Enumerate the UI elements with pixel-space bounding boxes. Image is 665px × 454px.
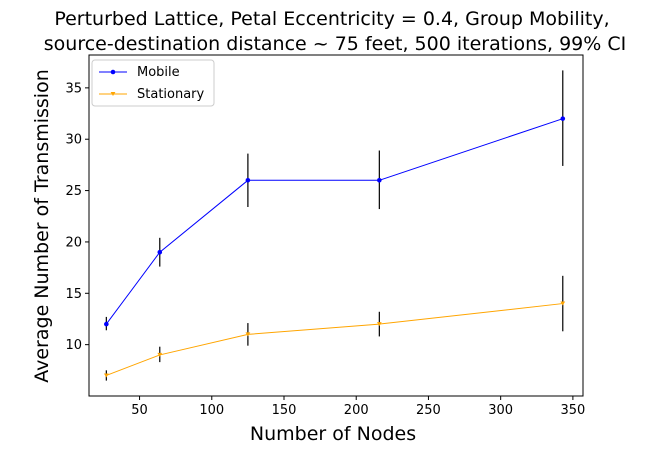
plot-area [103,70,566,381]
chart-title-line-2: source-destination distance ~ 75 feet, 5… [44,33,626,55]
y-axis: 10 15 20 25 30 35 [65,81,89,353]
data-point-stationary [157,352,163,357]
chart-title-line-1: Perturbed Lattice, Petal Eccentricity = … [54,8,609,30]
x-tick-label: 350 [560,403,585,418]
x-tick-label: 200 [344,403,369,418]
series-line-stationary [106,303,563,376]
data-point-mobile [104,321,109,327]
x-tick-label: 50 [131,403,148,418]
data-point-stationary [103,373,109,378]
x-tick-label: 250 [416,403,441,418]
legend-mobile-label: Mobile [137,65,180,80]
data-point-stationary [376,322,382,327]
data-point-mobile [377,178,382,183]
y-axis-label: Average Number of Transmission [31,69,53,383]
data-point-mobile [157,249,163,255]
data-point-mobile [245,178,251,183]
y-tick-label: 15 [65,287,82,302]
y-tick-label: 30 [65,133,82,148]
legend-mobile-marker [110,69,116,75]
y-tick-label: 35 [65,81,82,96]
data-point-stationary [560,301,566,306]
y-tick-label: 10 [65,338,82,353]
y-tick-label: 25 [65,184,82,199]
x-tick-label: 300 [488,403,513,418]
legend: Mobile Stationary [91,59,215,107]
data-point-mobile [560,116,566,121]
legend-stationary-marker [110,92,116,96]
series-line-mobile [105,118,563,325]
legend-stationary-label: Stationary [137,87,205,102]
x-axis: 50 100 150 200 250 300 350 [131,396,585,418]
x-tick-label: 100 [199,403,224,418]
y-tick-label: 20 [65,235,82,250]
x-axis-label: Number of Nodes [250,423,416,445]
data-point-stationary [245,332,251,337]
plot-frame [88,54,584,397]
x-tick-label: 150 [272,403,297,418]
